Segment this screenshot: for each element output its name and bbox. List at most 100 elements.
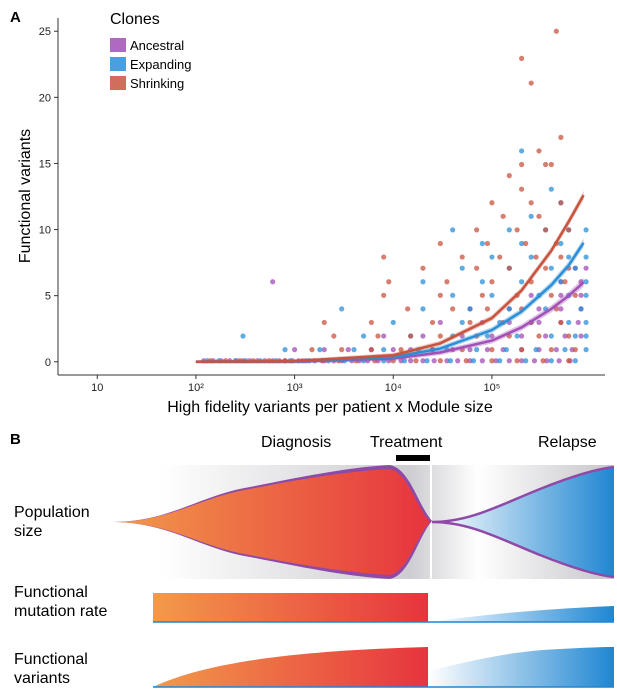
data-point-expanding — [240, 333, 246, 339]
data-point-ancestral — [553, 347, 559, 353]
data-point-shrinking — [489, 279, 495, 285]
data-point-ancestral — [420, 333, 426, 339]
data-point-shrinking — [519, 55, 525, 61]
data-point-shrinking — [542, 161, 549, 168]
data-point-shrinking — [437, 292, 443, 298]
data-point-ancestral — [544, 358, 550, 364]
data-point-shrinking — [528, 200, 534, 206]
data-point-expanding — [360, 333, 367, 339]
data-point-ancestral — [583, 265, 589, 271]
fit-band-shrinking — [195, 190, 584, 364]
data-point-shrinking — [553, 28, 559, 34]
data-point-shrinking — [548, 292, 554, 298]
data-point-shrinking — [437, 240, 443, 247]
data-point-ancestral — [578, 333, 584, 339]
data-point-ancestral — [321, 347, 327, 353]
data-point-shrinking — [429, 319, 436, 326]
data-point-expanding — [583, 279, 589, 285]
data-point-ancestral — [408, 358, 414, 364]
data-point-expanding — [470, 358, 477, 364]
data-point-expanding — [514, 333, 520, 339]
data-point-shrinking — [562, 279, 568, 285]
data-point-shrinking — [558, 319, 564, 326]
data-point-expanding — [548, 265, 554, 271]
data-point-ancestral — [578, 292, 584, 298]
data-point-shrinking — [474, 227, 480, 233]
data-point-shrinking — [536, 213, 542, 219]
row-label-population-size: Population size — [14, 504, 94, 540]
data-point-expanding — [447, 358, 454, 364]
data-point-expanding — [519, 240, 525, 247]
data-point-shrinking — [413, 358, 419, 364]
data-point-expanding — [533, 347, 539, 353]
data-point-expanding — [390, 319, 396, 326]
data-point-shrinking — [437, 333, 443, 339]
fit-band-expanding — [195, 238, 584, 364]
data-point-shrinking — [506, 265, 512, 271]
row-label-population-line1: Population — [14, 504, 90, 521]
data-point-expanding — [583, 254, 589, 260]
data-point-expanding — [566, 254, 572, 260]
x-tick-label: 10³ — [287, 382, 303, 394]
data-point-ancestral — [506, 358, 512, 364]
legend-item-expanding: Expanding — [110, 57, 191, 72]
y-tick-label: 20 — [39, 92, 51, 104]
legend-swatch-expanding — [110, 57, 126, 71]
stage-label-treatment: Treatment — [370, 434, 443, 451]
population-blue-edge — [431, 465, 615, 579]
data-point-ancestral — [420, 358, 426, 364]
row-label-mutation-line1: Functional — [14, 584, 88, 601]
data-point-shrinking — [566, 227, 572, 233]
data-point-expanding — [339, 306, 345, 312]
data-point-shrinking — [489, 358, 495, 364]
data-point-expanding — [424, 358, 430, 364]
data-point-ancestral — [489, 333, 495, 339]
data-point-shrinking — [500, 213, 506, 219]
panel-b-schematic: B Diagnosis Treatment Relapse Population… — [10, 431, 615, 688]
data-point-expanding — [572, 333, 578, 339]
data-point-ancestral — [291, 347, 298, 353]
data-point-shrinking — [558, 254, 564, 260]
data-point-ancestral — [390, 347, 396, 353]
data-point-ancestral — [558, 292, 564, 298]
row-label-functional-variants: Functional variants — [14, 651, 92, 687]
row-label-population-line2: size — [14, 523, 43, 540]
y-tick-label: 5 — [45, 291, 51, 303]
x-tick-label: 10 — [91, 382, 103, 394]
data-point-shrinking — [463, 358, 469, 364]
y-axis-title: Functional variants — [17, 129, 34, 263]
data-point-shrinking — [309, 347, 315, 353]
x-tick-label: 10² — [188, 382, 204, 394]
data-point-shrinking — [558, 134, 564, 140]
data-point-expanding — [282, 347, 288, 353]
data-point-expanding — [583, 227, 589, 233]
legend-label-ancestral: Ancestral — [130, 38, 184, 53]
legend-label-expanding: Expanding — [130, 57, 191, 72]
stage-label-relapse: Relapse — [538, 434, 597, 451]
data-point-shrinking — [572, 347, 578, 353]
x-tick-label: 10⁵ — [484, 382, 501, 394]
data-point-shrinking — [514, 227, 520, 233]
legend-swatch-shrinking — [110, 76, 126, 90]
data-point-expanding — [459, 319, 465, 326]
data-point-shrinking — [542, 265, 549, 271]
data-point-expanding — [420, 279, 426, 285]
data-point-expanding — [519, 148, 525, 154]
data-point-ancestral — [558, 306, 564, 312]
data-point-ancestral — [528, 292, 534, 298]
data-point-expanding — [484, 333, 491, 339]
data-point-expanding — [479, 240, 485, 247]
data-point-shrinking — [467, 319, 473, 326]
data-point-expanding — [572, 265, 578, 271]
data-point-expanding — [381, 347, 387, 353]
data-point-ancestral — [345, 347, 351, 353]
data-point-expanding — [566, 319, 572, 326]
data-point-shrinking — [558, 200, 564, 206]
data-point-shrinking — [420, 265, 426, 271]
data-point-ancestral — [519, 358, 525, 364]
legend-title: Clones — [110, 11, 160, 28]
data-point-expanding — [474, 347, 480, 353]
variants-relapse-area — [428, 647, 614, 687]
data-point-expanding — [497, 358, 503, 364]
data-point-expanding — [523, 358, 529, 364]
